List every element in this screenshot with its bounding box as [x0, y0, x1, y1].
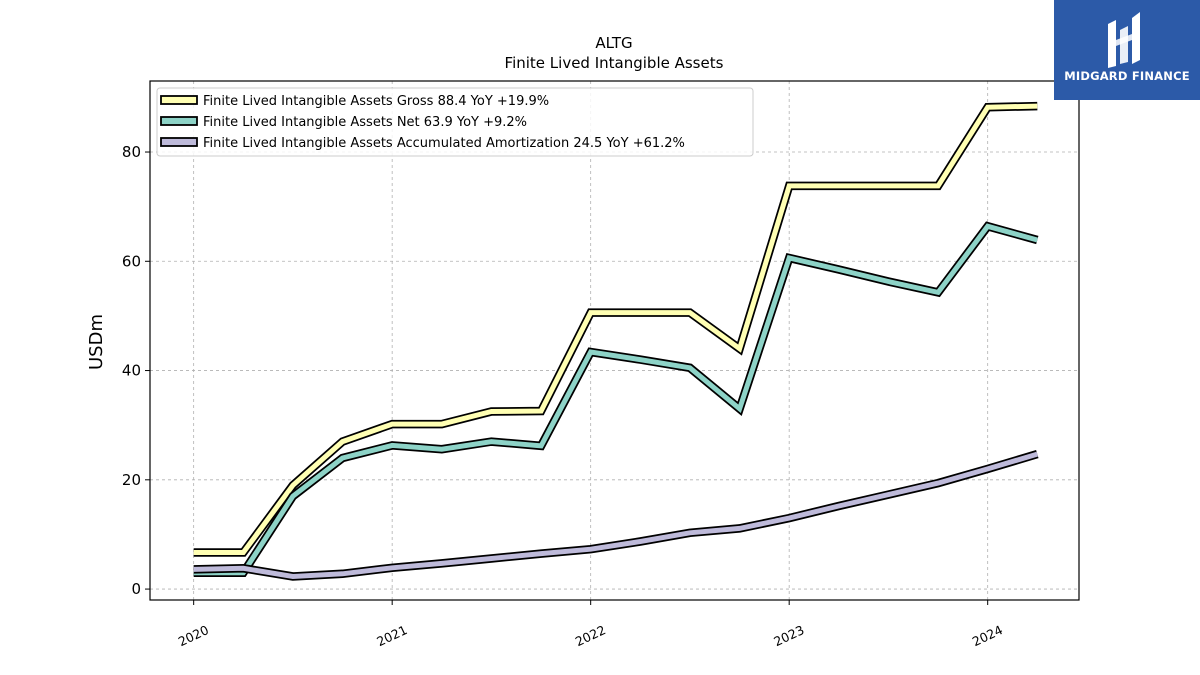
y-tick-label: 80	[122, 143, 141, 161]
x-tick-label: 2023	[771, 622, 806, 649]
series-line	[193, 103, 1038, 555]
x-tick-label: 2022	[573, 622, 608, 649]
legend-label: Finite Lived Intangible Assets Gross 88.…	[203, 94, 549, 109]
series-outline	[193, 221, 1039, 577]
grid	[150, 81, 1079, 600]
brand-logo: MIDGARD FINANCE	[1054, 0, 1200, 100]
legend-swatch	[160, 137, 198, 147]
series-line-3	[193, 450, 1039, 581]
legend-swatch	[160, 95, 198, 105]
series-lines	[193, 101, 1039, 581]
y-tick-label: 60	[122, 252, 141, 270]
legend-box	[156, 87, 754, 157]
chart-subtitle: Finite Lived Intangible Assets	[505, 54, 724, 72]
x-tick-label: 2020	[176, 622, 211, 649]
plot-frame	[149, 80, 1080, 601]
legend: Finite Lived Intangible Assets Gross 88.…	[156, 87, 754, 157]
y-tick-label: 0	[131, 580, 141, 598]
y-axis-label: USDm	[86, 314, 107, 370]
y-tick-label: 40	[122, 362, 141, 380]
y-tick-label: 20	[122, 471, 141, 489]
series-line-2	[193, 221, 1039, 577]
brand-name: MIDGARD FINANCE	[1064, 69, 1190, 83]
chart-title: ALTG	[595, 34, 632, 52]
series-line	[193, 451, 1039, 580]
x-tick-label: 2024	[970, 622, 1005, 649]
legend-label: Finite Lived Intangible Assets Net 63.9 …	[203, 115, 527, 130]
x-tick-label: 2021	[374, 622, 409, 649]
brand-mark-icon	[1108, 12, 1140, 68]
series-line-1	[193, 101, 1038, 557]
series-line	[193, 223, 1038, 576]
legend-swatch	[160, 116, 198, 126]
legend-label: Finite Lived Intangible Assets Accumulat…	[203, 136, 685, 151]
